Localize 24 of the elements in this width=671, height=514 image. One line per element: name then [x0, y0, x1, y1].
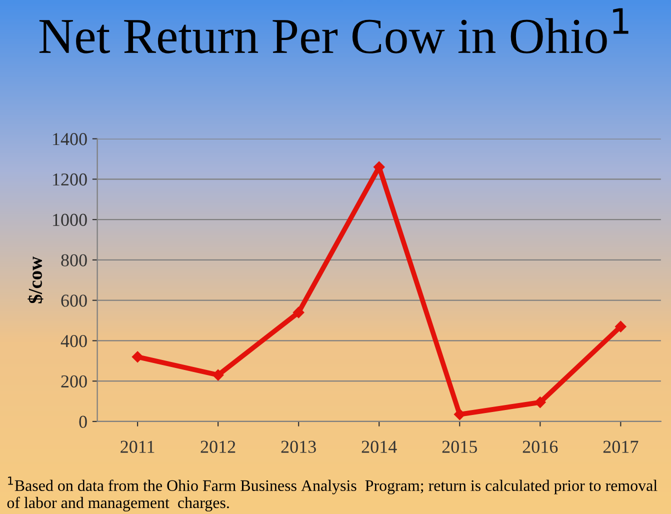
x-tick-label: 2017: [603, 440, 638, 453]
x-tick-label: 2016: [522, 440, 558, 453]
text: $^{1}$Based on data from the Ohio Farm Business Analysis Program; return is calculated prior to removal of labor and management charges.: [7, 476, 658, 512]
y-tick-label: 1200: [53, 173, 87, 186]
y-tick-label: 0: [79, 416, 87, 428]
y-axis-title: $/cow: [28, 256, 44, 304]
x-tick-label: 2014: [362, 440, 397, 453]
x-tick-label: 2015: [442, 440, 477, 453]
y-tick-label: 800: [61, 254, 87, 266]
point: [534, 396, 546, 408]
y-tick-label: 1000: [53, 214, 87, 226]
chart-title: Net Return Per Cow in Ohio$^{1}$: [39, 8, 628, 54]
y-tick-label: 600: [61, 294, 87, 307]
point: [292, 306, 304, 318]
y-tick-label: 200: [61, 375, 87, 388]
point: [454, 408, 466, 420]
x-tick-label: 2013: [281, 440, 316, 453]
y-tick-label: 1400: [53, 133, 87, 146]
y-tick-label: 400: [60, 334, 87, 348]
x-tick-label: 2012: [200, 440, 236, 453]
x-tick-label: 2011: [120, 440, 154, 453]
point: [615, 320, 626, 332]
point: [132, 351, 144, 362]
point: [212, 369, 224, 381]
